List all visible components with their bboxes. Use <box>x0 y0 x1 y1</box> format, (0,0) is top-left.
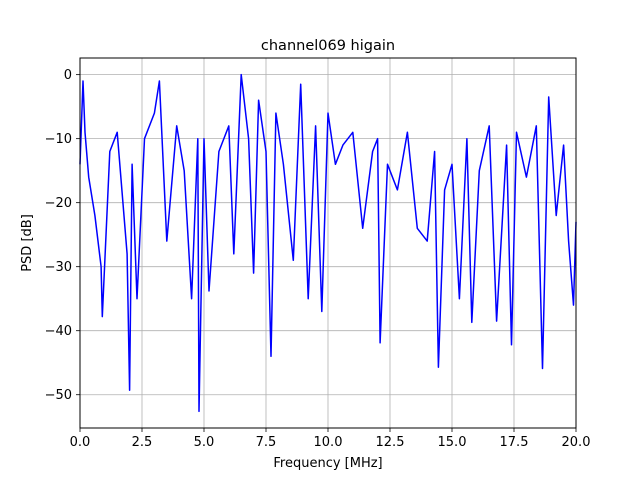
series-layer <box>79 73 577 413</box>
x-tick-label: 7.5 <box>256 435 277 450</box>
x-axis-label: Frequency [MHz] <box>273 456 382 471</box>
x-tick-label: 15.0 <box>438 435 467 450</box>
axis-ticks: 0.0 2.5 5.0 7.5 10.0 12.5 15.0 17.5 20.0 0 −10 −20 −… <box>45 68 591 450</box>
x-tick-label: 5.0 <box>194 435 215 450</box>
chart-title: channel069 higain <box>261 38 395 54</box>
x-tick-label: 20.0 <box>562 435 591 450</box>
y-tick-label: −20 <box>45 196 72 211</box>
x-tick-label: 0.0 <box>70 435 91 450</box>
x-tick-label: 2.5 <box>132 435 153 450</box>
y-tick-label: −30 <box>45 260 72 275</box>
x-tick-label: 12.5 <box>376 435 405 450</box>
x-tick-label: 10.0 <box>314 435 343 450</box>
y-tick-label: −40 <box>45 324 72 339</box>
y-tick-label: −50 <box>45 388 72 403</box>
x-tick-label: 17.5 <box>500 435 529 450</box>
y-tick-label: 0 <box>64 68 72 83</box>
psd-series-line <box>79 73 577 413</box>
y-tick-label: −10 <box>45 132 72 147</box>
y-axis-label: PSD [dB] <box>20 214 35 272</box>
